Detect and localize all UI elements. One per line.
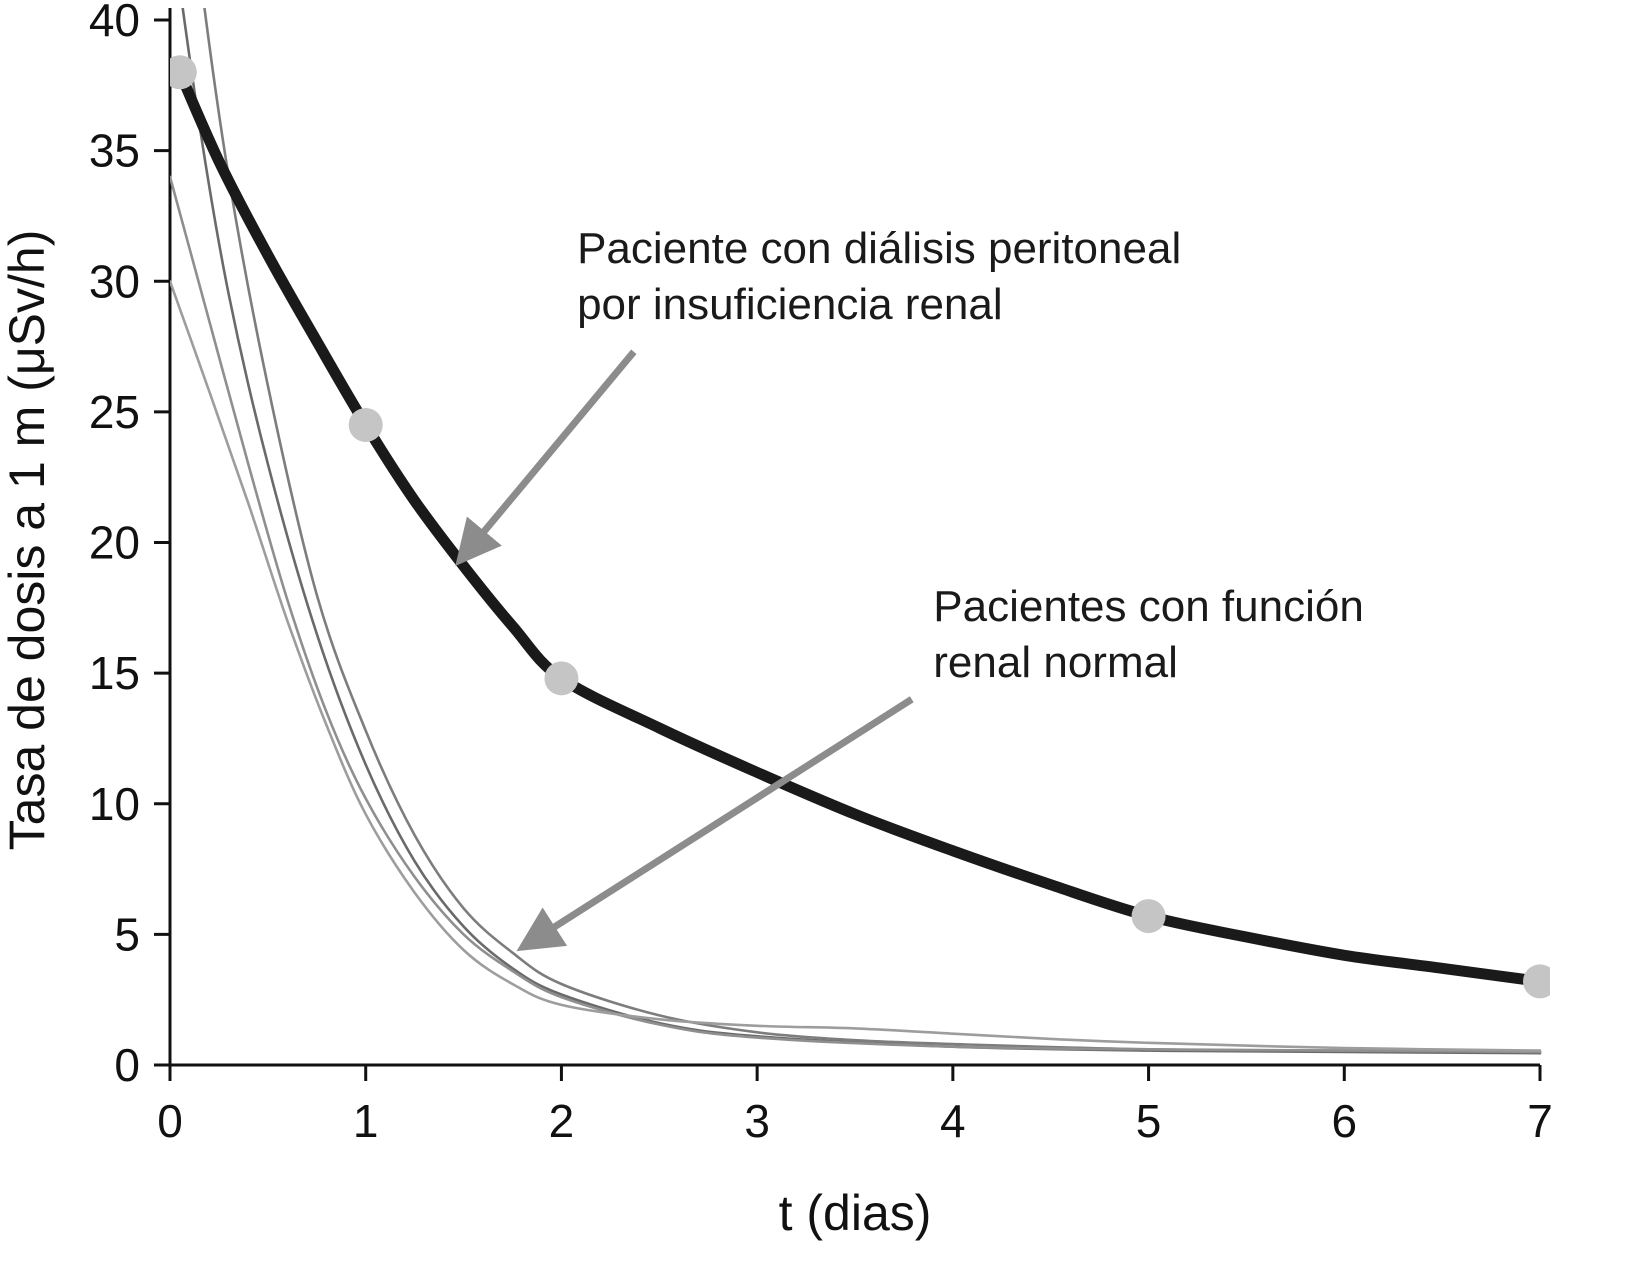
x-tick-label: 1: [353, 1095, 379, 1147]
y-tick-label: 35: [89, 125, 140, 177]
y-tick-label: 25: [89, 386, 140, 438]
y-tick-label: 5: [114, 908, 140, 960]
marker-dialysis-patient: [1131, 899, 1166, 934]
marker-dialysis-patient: [348, 407, 383, 442]
annotation-arrow-dialysis-label: [455, 349, 637, 567]
series-normal-renal-3: [170, 175, 1542, 1054]
y-tick-label: 15: [89, 647, 140, 699]
x-tick-label: 0: [157, 1095, 183, 1147]
series-normal-renal-2: [203, 8, 1542, 1054]
marker-dialysis-patient: [544, 661, 579, 696]
series-dialysis-patient: [174, 66, 1546, 987]
annotation-normal-label: Pacientes con función renal normal: [933, 582, 1364, 687]
x-tick-label: 4: [940, 1095, 966, 1147]
plot-area: 0 5 10 15 20 25 30 35 40 0 1 2 3 4 5 6 7 Paciente con diá…: [89, 0, 1553, 1147]
y-tick-label: 30: [89, 255, 140, 307]
annotation-dialysis-label: Paciente con diálisis peritoneal por insu…: [577, 224, 1181, 329]
x-axis-label: t (dias): [779, 1185, 932, 1241]
y-tick-label: 10: [89, 778, 140, 830]
marker-dialysis-patient: [170, 55, 197, 90]
series-normal-renal-1: [181, 8, 1542, 1055]
annotation-arrow-normal-label: [516, 696, 914, 952]
curves-group: [170, 8, 1550, 1055]
y-axis-label: Tasa de dosis a 1 m (μSv/h): [0, 230, 55, 851]
y-tick-label: 40: [89, 0, 140, 46]
y-tick-label: 0: [114, 1039, 140, 1091]
y-tick-label: 20: [89, 517, 140, 569]
x-tick-label: 5: [1136, 1095, 1162, 1147]
x-tick-label: 6: [1331, 1095, 1357, 1147]
marker-dialysis-patient: [1523, 964, 1550, 999]
series-normal-renal-4: [170, 280, 1542, 1052]
x-tick-label: 2: [549, 1095, 575, 1147]
x-tick-label: 7: [1527, 1095, 1553, 1147]
x-tick-label: 3: [744, 1095, 770, 1147]
